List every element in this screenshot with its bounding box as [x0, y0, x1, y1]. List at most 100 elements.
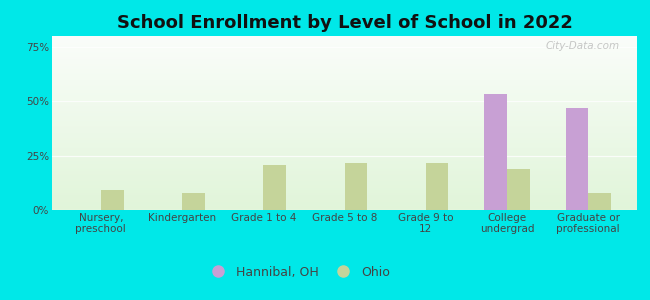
Bar [52, 83, 637, 84]
Bar [52, 123, 637, 124]
Bar [52, 58, 637, 59]
Bar [52, 170, 637, 171]
Bar [52, 165, 637, 166]
Bar [52, 150, 637, 151]
Bar [52, 207, 637, 208]
Bar [52, 133, 637, 134]
Bar [52, 146, 637, 147]
Bar [52, 187, 637, 188]
Bar [52, 177, 637, 178]
Bar [52, 68, 637, 69]
Bar [52, 86, 637, 87]
Bar [52, 208, 637, 209]
Bar [52, 103, 637, 104]
Bar [52, 57, 637, 58]
Bar [52, 38, 637, 39]
Bar [52, 180, 637, 181]
Bar [52, 198, 637, 199]
Bar [52, 195, 637, 196]
Bar [52, 203, 637, 204]
Bar [52, 141, 637, 142]
Bar [52, 112, 637, 113]
Bar [52, 206, 637, 207]
Bar [52, 194, 637, 195]
Bar [52, 100, 637, 101]
Bar [52, 157, 637, 158]
Bar [52, 166, 637, 167]
Bar [52, 171, 637, 172]
Bar [52, 73, 637, 74]
Bar [52, 63, 637, 64]
Bar [52, 53, 637, 54]
Bar [52, 87, 637, 88]
Bar [52, 162, 637, 163]
Bar [52, 200, 637, 201]
Bar [52, 161, 637, 162]
Bar [52, 76, 637, 77]
Bar [52, 110, 637, 111]
Bar [52, 94, 637, 95]
Bar [52, 85, 637, 86]
Bar [52, 169, 637, 170]
Bar [52, 46, 637, 47]
Bar [52, 192, 637, 193]
Bar [52, 117, 637, 118]
Bar [344, 163, 367, 210]
Bar [52, 52, 637, 53]
Bar [52, 66, 637, 67]
Bar [426, 163, 448, 210]
Bar [52, 54, 637, 55]
Bar [52, 74, 637, 75]
Bar [52, 190, 637, 191]
Bar [52, 183, 637, 184]
Bar [52, 81, 637, 82]
Bar [52, 118, 637, 119]
Bar [52, 147, 637, 148]
Bar [52, 152, 637, 153]
Title: School Enrollment by Level of School in 2022: School Enrollment by Level of School in … [116, 14, 573, 32]
Bar [52, 111, 637, 112]
Bar [52, 128, 637, 129]
Bar [52, 148, 637, 149]
Bar [52, 142, 637, 143]
Bar [52, 182, 637, 183]
Bar [52, 116, 637, 117]
Bar [182, 193, 205, 210]
Bar [52, 104, 637, 105]
Bar [52, 138, 637, 139]
Bar [52, 154, 637, 155]
Bar [52, 90, 637, 91]
Bar [52, 173, 637, 174]
Bar [52, 40, 637, 41]
Bar [52, 64, 637, 65]
Bar [52, 47, 637, 48]
Bar [52, 131, 637, 132]
Bar [484, 94, 507, 210]
Bar [588, 193, 611, 210]
Bar [52, 185, 637, 186]
Bar [52, 51, 637, 52]
Bar [52, 205, 637, 206]
Bar [52, 175, 637, 176]
Bar [52, 119, 637, 120]
Bar [52, 93, 637, 94]
Bar [52, 65, 637, 66]
Bar [101, 190, 124, 210]
Text: City-Data.com: City-Data.com [545, 41, 619, 51]
Bar [52, 126, 637, 127]
Bar [52, 164, 637, 165]
Bar [52, 96, 637, 97]
Bar [52, 196, 637, 197]
Bar [52, 39, 637, 40]
Bar [52, 69, 637, 70]
Bar [263, 165, 286, 210]
Bar [52, 149, 637, 150]
Bar [52, 202, 637, 203]
Bar [52, 135, 637, 136]
Bar [52, 61, 637, 62]
Bar [52, 209, 637, 210]
Bar [52, 168, 637, 169]
Bar [52, 121, 637, 122]
Bar [52, 193, 637, 194]
Bar [52, 82, 637, 83]
